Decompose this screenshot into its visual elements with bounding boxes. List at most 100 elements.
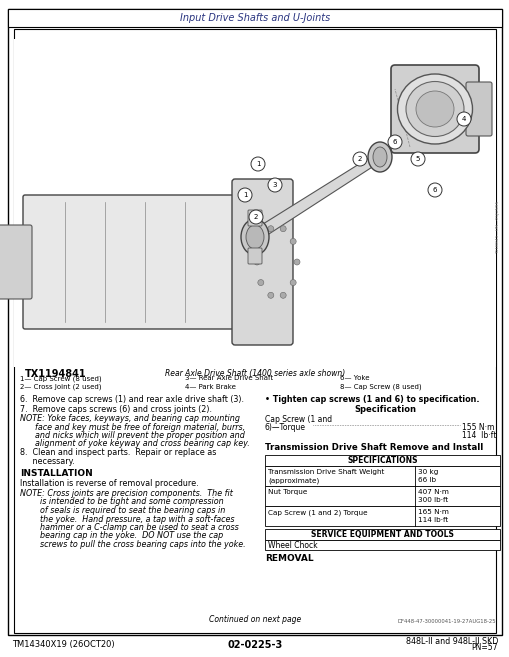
Text: Transmission Drive Shaft Remove and Install: Transmission Drive Shaft Remove and Inst… — [265, 443, 483, 453]
Circle shape — [267, 178, 281, 192]
Text: • Tighten cap screws (1 and 6) to specification.: • Tighten cap screws (1 and 6) to specif… — [265, 395, 478, 404]
Text: INSTALLATION: INSTALLATION — [20, 469, 93, 478]
Text: alignment of yoke keyway and cross bearing cap key.: alignment of yoke keyway and cross beari… — [20, 440, 249, 449]
Text: Nut Torque: Nut Torque — [267, 489, 307, 495]
Circle shape — [387, 135, 401, 149]
FancyBboxPatch shape — [0, 225, 32, 299]
Bar — [265, 540, 499, 550]
Text: the yoke.  Hand pressure, a tap with a soft-faces: the yoke. Hand pressure, a tap with a so… — [20, 514, 234, 524]
Text: T11B841—UN—05JUN95: T11B841—UN—05JUN95 — [495, 200, 499, 254]
Text: necessary.: necessary. — [20, 457, 75, 466]
Text: 3: 3 — [272, 182, 277, 188]
Text: REMOVAL: REMOVAL — [265, 554, 313, 563]
Text: 02-0225-3: 02-0225-3 — [227, 640, 282, 650]
Text: 6— Yoke: 6— Yoke — [340, 375, 369, 381]
Text: 114  lb·ft: 114 lb·ft — [461, 431, 495, 440]
FancyBboxPatch shape — [23, 195, 267, 329]
FancyBboxPatch shape — [390, 65, 478, 153]
Ellipse shape — [397, 74, 471, 144]
Circle shape — [267, 292, 273, 298]
Circle shape — [253, 259, 260, 265]
Text: 407 N·m: 407 N·m — [417, 489, 448, 495]
Circle shape — [248, 210, 263, 224]
Text: PN=57: PN=57 — [471, 643, 497, 652]
Text: 300 lb·ft: 300 lb·ft — [417, 497, 447, 503]
Text: SERVICE EQUIPMENT AND TOOLS: SERVICE EQUIPMENT AND TOOLS — [310, 530, 453, 539]
Bar — [8, 9, 501, 27]
Text: (approximate): (approximate) — [267, 477, 319, 484]
Text: 2: 2 — [357, 156, 361, 162]
Ellipse shape — [372, 147, 386, 167]
Text: 5: 5 — [415, 156, 419, 162]
Text: DF448-47-30000041-19-27AUG18-25: DF448-47-30000041-19-27AUG18-25 — [397, 619, 495, 624]
Circle shape — [410, 152, 424, 166]
Text: 1— Cap Screw (8 used): 1— Cap Screw (8 used) — [20, 375, 101, 382]
Text: 155 N·m: 155 N·m — [461, 422, 493, 432]
FancyBboxPatch shape — [247, 248, 262, 264]
Text: hammer or a C-clamp can be used to seat a cross: hammer or a C-clamp can be used to seat … — [20, 523, 238, 532]
Text: 2: 2 — [253, 214, 258, 220]
Circle shape — [293, 259, 299, 265]
Text: 6)—Torque: 6)—Torque — [265, 422, 305, 432]
Ellipse shape — [405, 81, 463, 137]
Circle shape — [250, 157, 265, 171]
Text: and nicks which will prevent the proper position and: and nicks which will prevent the proper … — [20, 431, 244, 440]
Text: Rear Axle Drive Shaft (1400 series axle shown): Rear Axle Drive Shaft (1400 series axle … — [164, 369, 345, 378]
Text: Input Drive Shafts and U-Joints: Input Drive Shafts and U-Joints — [180, 13, 329, 23]
Text: 165 N·m: 165 N·m — [417, 509, 448, 515]
Text: 6: 6 — [392, 139, 397, 145]
Circle shape — [267, 226, 273, 232]
Text: 4: 4 — [461, 116, 465, 122]
Text: 7.  Remove caps screws (6) and cross joints (2).: 7. Remove caps screws (6) and cross join… — [20, 405, 212, 413]
Text: 6.  Remove cap screws (1) and rear axle drive shaft (3).: 6. Remove cap screws (1) and rear axle d… — [20, 395, 243, 404]
Circle shape — [279, 292, 286, 298]
Circle shape — [352, 152, 366, 166]
Circle shape — [290, 238, 296, 244]
Circle shape — [456, 112, 470, 126]
Text: TX1194841: TX1194841 — [25, 369, 87, 379]
Circle shape — [290, 280, 296, 286]
Text: of seals is required to seat the bearing caps in: of seals is required to seat the bearing… — [20, 506, 225, 515]
Text: Wheel Chock: Wheel Chock — [267, 541, 317, 549]
Bar — [265, 529, 499, 540]
Text: SPECIFICATIONS: SPECIFICATIONS — [347, 456, 417, 465]
Ellipse shape — [415, 91, 453, 127]
Text: Installation is reverse of removal procedure.: Installation is reverse of removal proce… — [20, 480, 198, 489]
Polygon shape — [387, 103, 397, 161]
Ellipse shape — [241, 219, 268, 255]
Text: 66 lb: 66 lb — [417, 477, 435, 483]
Text: 30 kg: 30 kg — [417, 469, 438, 475]
Text: 6: 6 — [432, 187, 436, 193]
Text: 1: 1 — [242, 192, 247, 198]
Bar — [265, 455, 499, 466]
Text: 1: 1 — [255, 161, 260, 167]
Polygon shape — [254, 151, 379, 243]
Text: 8— Cap Screw (8 used): 8— Cap Screw (8 used) — [340, 384, 421, 390]
Bar — [265, 466, 499, 486]
Bar — [265, 506, 499, 526]
Text: 848L-II and 948L-II SKD: 848L-II and 948L-II SKD — [405, 637, 497, 646]
Ellipse shape — [245, 225, 264, 249]
Text: Specification: Specification — [353, 405, 415, 415]
Text: 3— Rear Axle Drive Shaft: 3— Rear Axle Drive Shaft — [185, 375, 273, 381]
Text: is intended to be tight and some compression: is intended to be tight and some compres… — [20, 497, 223, 507]
Text: 114 lb·ft: 114 lb·ft — [417, 517, 447, 523]
Text: 2— Cross Joint (2 used): 2— Cross Joint (2 used) — [20, 384, 101, 390]
FancyBboxPatch shape — [465, 82, 491, 136]
Circle shape — [238, 188, 251, 202]
Text: NOTE: Cross joints are precision components.  The fit: NOTE: Cross joints are precision compone… — [20, 489, 233, 498]
Text: Cap Screw (1 and 2) Torque: Cap Screw (1 and 2) Torque — [267, 509, 367, 516]
Text: bearing cap in the yoke.  DO NOT use the cap: bearing cap in the yoke. DO NOT use the … — [20, 532, 223, 541]
Circle shape — [258, 280, 263, 286]
Text: TM14340X19 (26OCT20): TM14340X19 (26OCT20) — [12, 641, 115, 650]
Text: Transmission Drive Shaft Weight: Transmission Drive Shaft Weight — [267, 469, 384, 475]
Text: Cap Screw (1 and: Cap Screw (1 and — [265, 415, 331, 424]
FancyBboxPatch shape — [232, 179, 293, 345]
Text: 4— Park Brake: 4— Park Brake — [185, 384, 235, 390]
Text: Continued on next page: Continued on next page — [209, 615, 300, 624]
FancyBboxPatch shape — [247, 210, 262, 226]
Bar — [265, 486, 499, 506]
Text: 8.  Clean and inspect parts.  Repair or replace as: 8. Clean and inspect parts. Repair or re… — [20, 448, 216, 457]
Text: NOTE: Yoke faces, keyways, and bearing cap mounting: NOTE: Yoke faces, keyways, and bearing c… — [20, 414, 240, 423]
Circle shape — [279, 226, 286, 232]
